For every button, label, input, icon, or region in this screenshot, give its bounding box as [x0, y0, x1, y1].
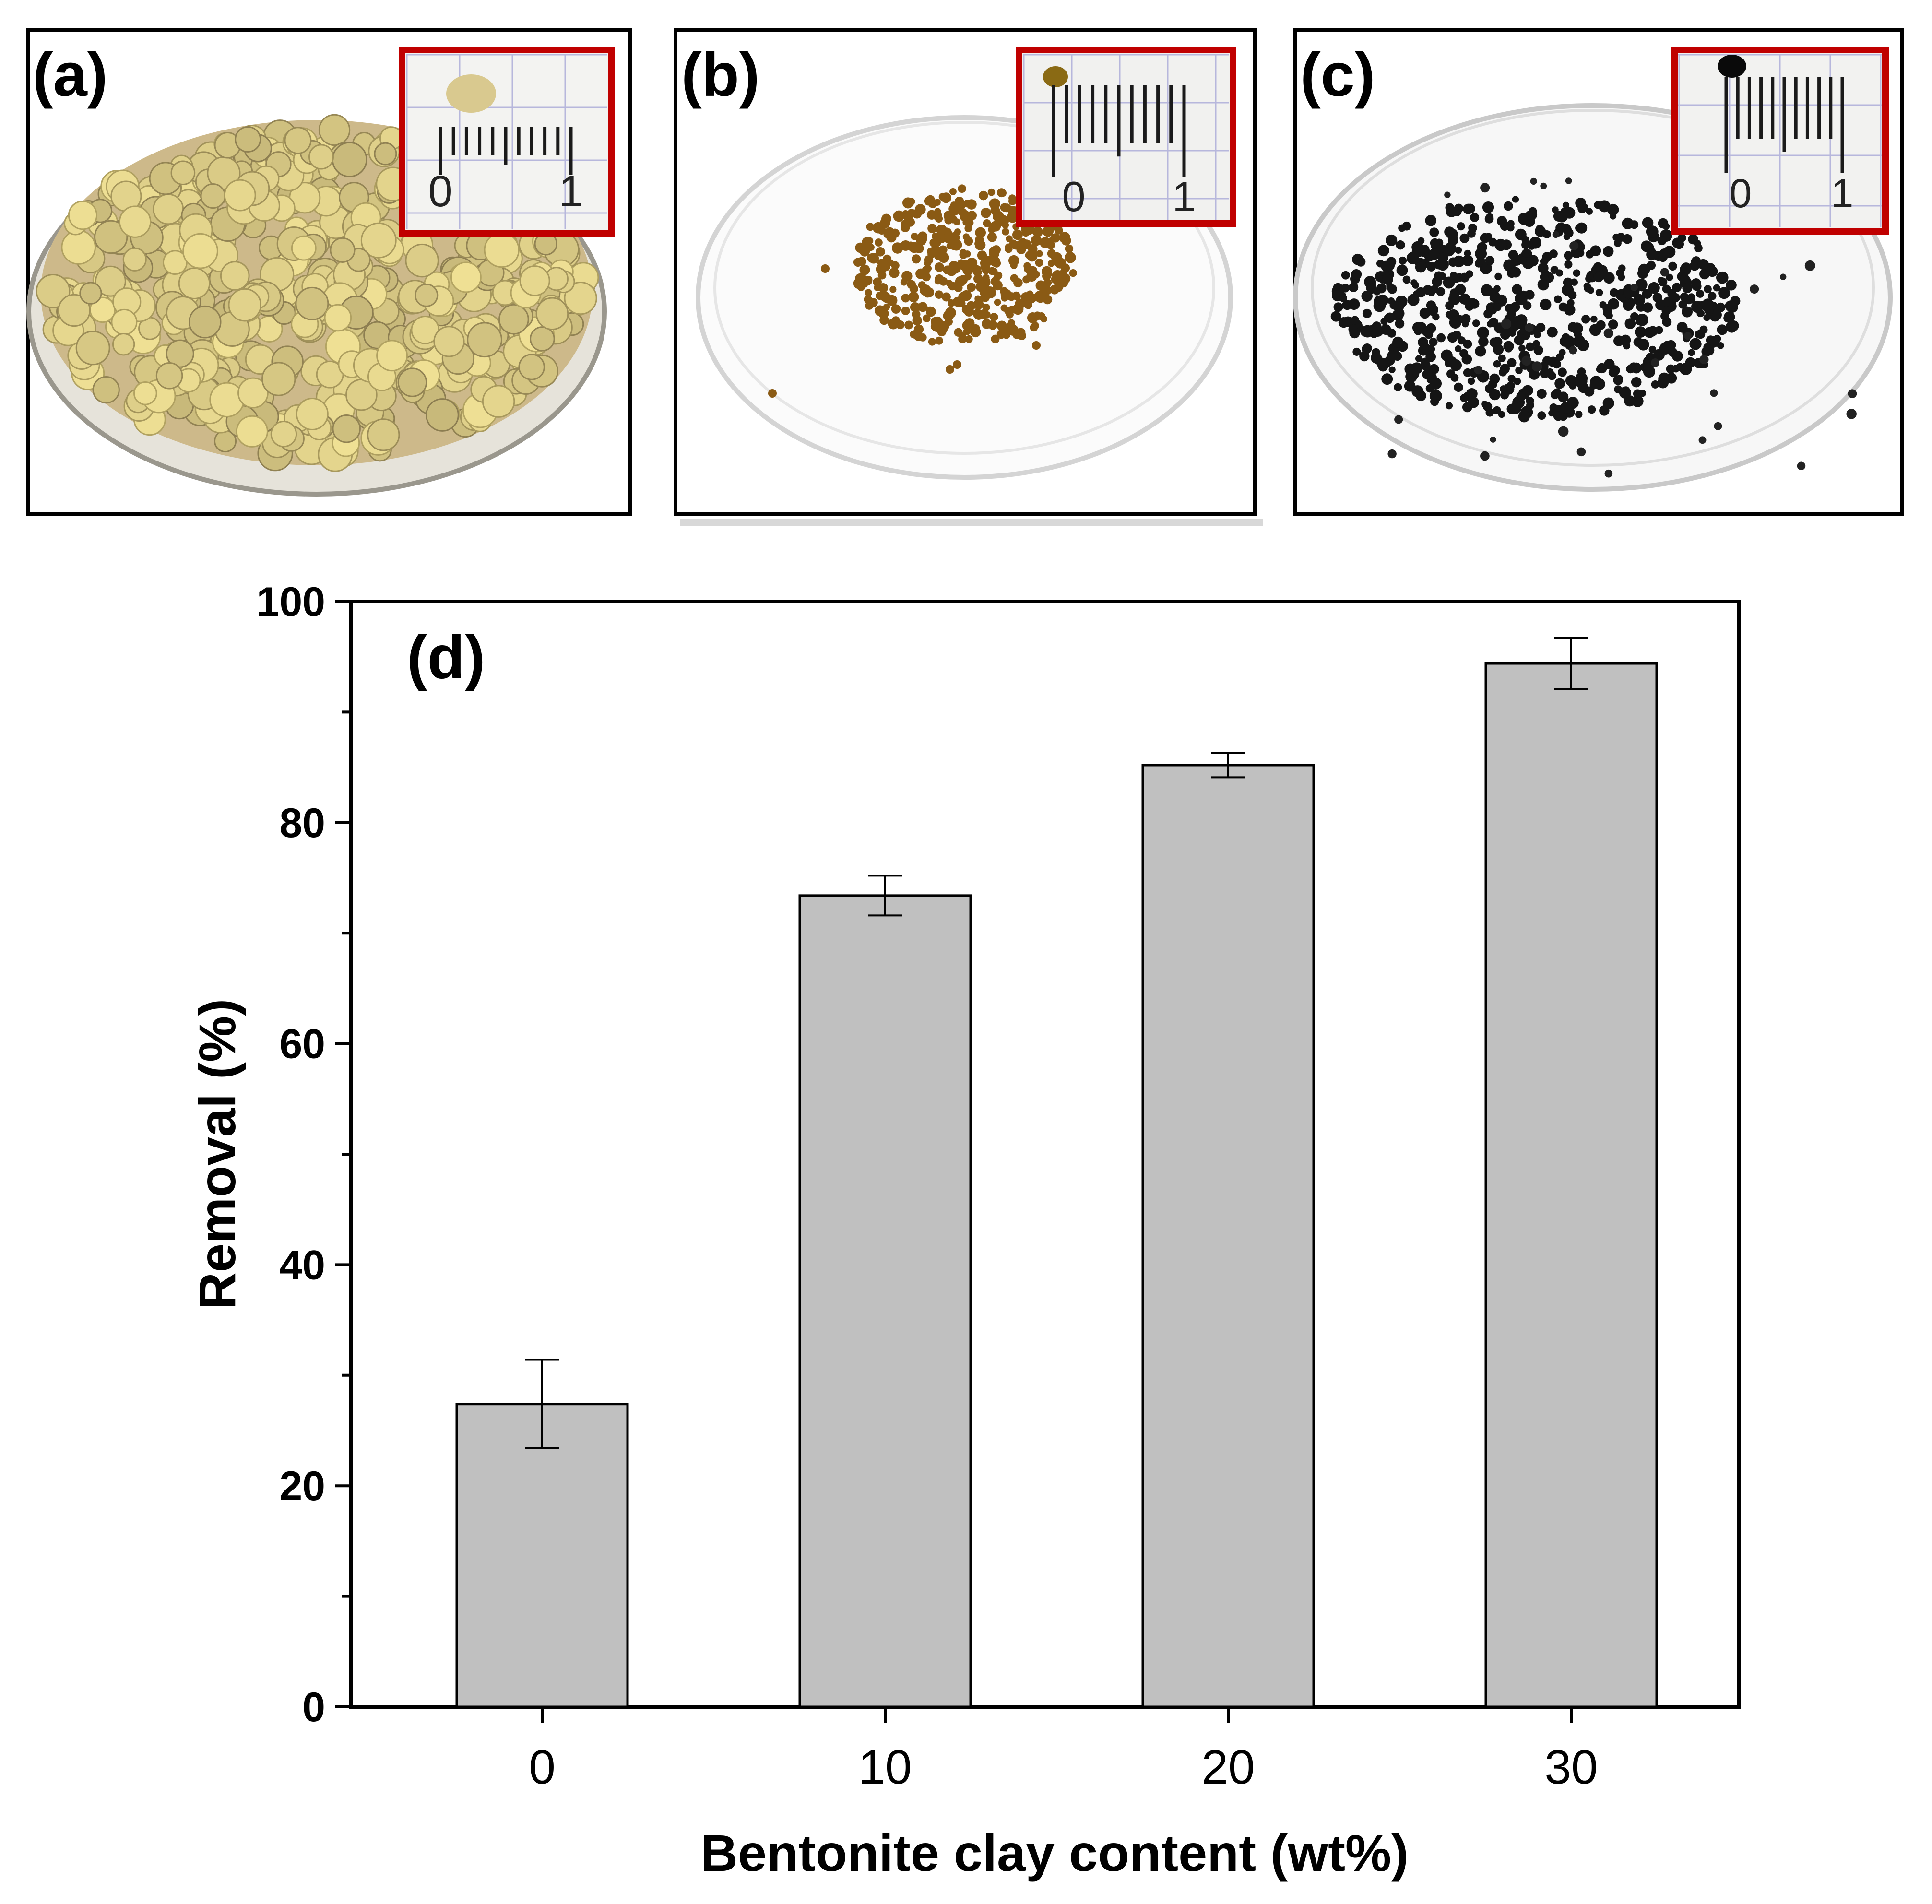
beads-c [1330, 177, 1857, 478]
inset-b-scale-1: 1 [1173, 173, 1196, 220]
y-tick-label-60: 60 [279, 1021, 325, 1067]
error-bar-0 [525, 1359, 559, 1449]
error-bars [525, 637, 1588, 1449]
x-axis: 0 10 20 30 [529, 1707, 1598, 1794]
panel-d-label: (d) [407, 623, 485, 692]
petri-dish-c-inner [1311, 109, 1875, 467]
y-axis-title: Removal (%) [188, 999, 246, 1310]
inset-b-bead [1043, 66, 1068, 87]
inset-c-ruler [1724, 77, 1844, 173]
y-tick-label-20: 20 [279, 1463, 325, 1509]
panel-b: 0 1 (b) [674, 28, 1263, 526]
x-tick-label-0: 0 [529, 1740, 556, 1794]
inset-a-scale-0: 0 [428, 167, 452, 216]
panel-b-label: (b) [681, 41, 759, 109]
inset-a-bead [446, 74, 496, 113]
beads-b [768, 184, 1077, 398]
x-tick-label-20: 20 [1201, 1740, 1255, 1794]
bar-0 [455, 1403, 629, 1708]
y-tick-label-80: 80 [279, 800, 325, 846]
error-bar-20 [1211, 752, 1245, 779]
inset-c: 0 1 [1671, 47, 1889, 235]
panel-c: 0 1 (c) [1293, 28, 1904, 516]
inset-c-scale-0: 0 [1730, 171, 1752, 216]
inset-a: 0 1 [399, 47, 615, 237]
beads-a [36, 114, 599, 472]
x-tick-label-10: 10 [858, 1740, 912, 1794]
petri-dish-b-inner [713, 121, 1215, 455]
inset-c-grid [1678, 54, 1882, 227]
x-axis-title: Bentonite clay content (wt%) [700, 1824, 1409, 1882]
inset-a-ruler [439, 127, 573, 175]
bar-10 [798, 894, 972, 1708]
y-tick-label-40: 40 [279, 1242, 325, 1288]
inset-b: 0 1 [1016, 47, 1236, 227]
error-bar-30 [1554, 637, 1588, 690]
inset-a-scale-1: 1 [558, 167, 583, 216]
panel-a-label: (a) [33, 41, 107, 109]
y-tick-label-100: 100 [257, 579, 326, 625]
inset-b-scale-0: 0 [1062, 173, 1086, 220]
inset-c-bead [1718, 55, 1746, 78]
panel-b-shadow [680, 519, 1263, 526]
error-bar-10 [868, 875, 902, 917]
panel-c-label: (c) [1300, 41, 1375, 109]
bar-30 [1484, 662, 1658, 1708]
bars [455, 662, 1658, 1708]
inset-b-grid [1023, 54, 1229, 220]
panel-a: 0 1 (a) [26, 28, 632, 516]
bar-20 [1141, 764, 1315, 1708]
y-axis: 0 20 40 60 80 100 [257, 579, 351, 1730]
inset-b-ruler [1052, 85, 1186, 177]
x-tick-label-30: 30 [1544, 1740, 1598, 1794]
chart-d: 0 20 40 60 80 100 0 10 20 30 (d) Removal (%) Ben… [188, 579, 1741, 1882]
inset-c-scale-1: 1 [1831, 171, 1854, 216]
y-tick-label-0: 0 [302, 1684, 325, 1730]
